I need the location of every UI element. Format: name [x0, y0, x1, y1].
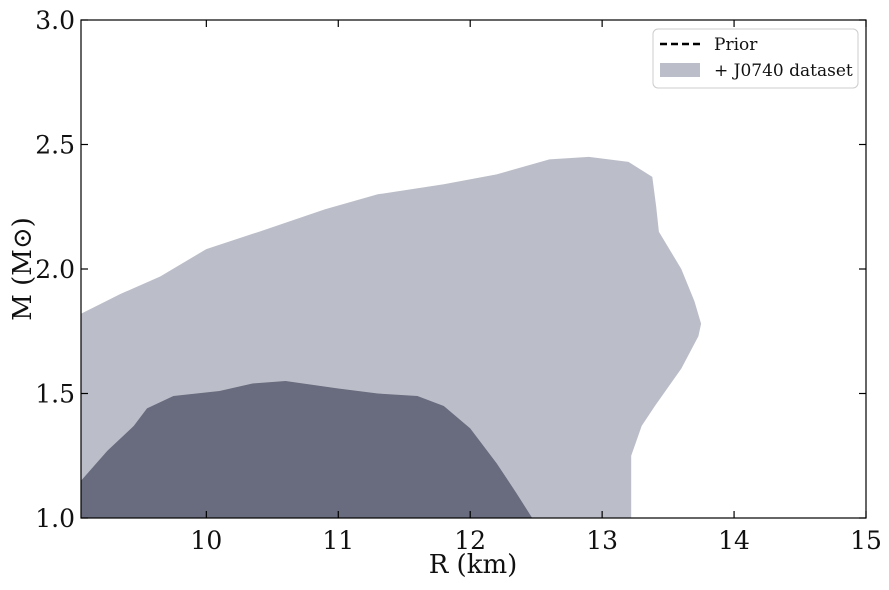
y-tick-label: 2.0: [35, 255, 75, 284]
x-tick-label: 15: [850, 526, 882, 555]
legend-prior-label: Prior: [714, 35, 758, 55]
y-tick-label: 1.5: [35, 380, 75, 409]
axis-tick-labels: 10 11 12 13 14 15 1.0 1.5 2.0 2.5 3.0: [35, 6, 882, 555]
x-tick-label: 10: [190, 526, 222, 555]
y-tick-label: 3.0: [35, 6, 75, 35]
axis-ticks: [81, 19, 867, 519]
y-tick-label: 2.5: [35, 131, 75, 160]
x-tick-label: 13: [586, 526, 618, 555]
x-tick-label: 14: [718, 526, 750, 555]
legend: Prior + J0740 dataset: [652, 28, 859, 89]
x-tick-label: 12: [454, 526, 486, 555]
x-axis-label: R (km): [429, 550, 518, 580]
legend-j0740-label: + J0740 dataset: [714, 61, 853, 81]
x-tick-label: 11: [322, 526, 354, 555]
credible-regions: [81, 156, 702, 518]
legend-box: [652, 28, 859, 89]
j0740-inner-region: [81, 381, 533, 518]
y-axis-label: M (M⊙): [8, 217, 38, 321]
y-tick-label: 1.0: [35, 504, 75, 533]
legend-j0740-swatch: [660, 63, 700, 77]
